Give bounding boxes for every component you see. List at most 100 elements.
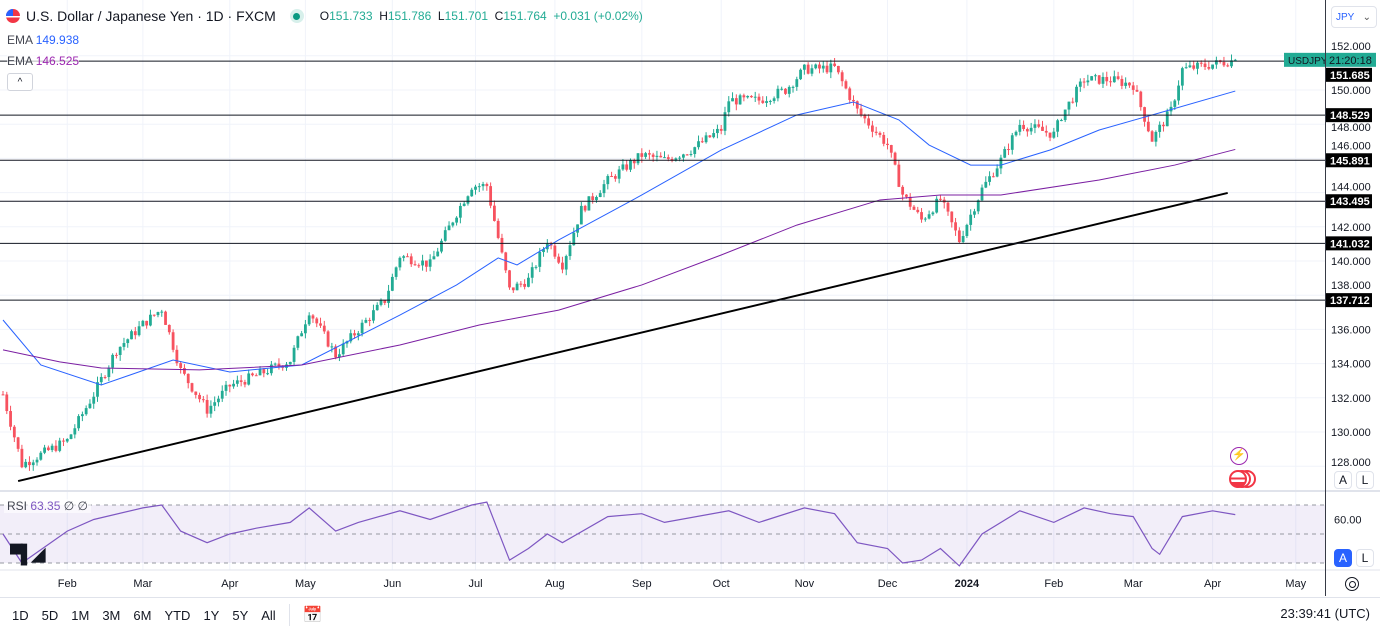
price-tick-label: 138.000 — [1331, 280, 1371, 292]
candle-body — [92, 396, 96, 404]
currency-selector[interactable]: JPY ⌄ — [1331, 6, 1377, 28]
candle-body — [326, 331, 330, 347]
level-price-label: 141.032 — [1330, 238, 1370, 250]
candle-body — [28, 461, 31, 466]
candle-body — [31, 462, 35, 466]
price-tick-label: 144.000 — [1331, 182, 1371, 194]
time-tick-label: Feb — [58, 578, 77, 590]
candle-body — [534, 266, 538, 268]
candle-body — [198, 394, 201, 400]
candle-body — [96, 382, 99, 397]
candle-body — [364, 319, 368, 323]
candle-body — [734, 98, 738, 105]
rsi-line — [2, 501, 1236, 567]
range-ytd[interactable]: YTD — [164, 607, 191, 623]
price-axis-border — [1325, 0, 1326, 596]
candle-body — [587, 196, 591, 211]
collapse-legend-button[interactable]: ^ — [7, 73, 33, 91]
symbol-title[interactable]: U.S. Dollar / Japanese Yen · 1D · FXCM — [26, 8, 276, 24]
range-all[interactable]: All — [261, 607, 276, 623]
ema-fast-legend[interactable]: EMA 149.938 — [7, 33, 80, 47]
candle-body — [568, 245, 572, 257]
candle-body — [1154, 131, 1158, 142]
level-price-tag — [1326, 153, 1372, 168]
candle-body — [772, 98, 776, 101]
rsi-log-scale-button[interactable]: L — [1356, 549, 1374, 567]
rsi-legend[interactable]: RSI 63.35 ∅ ∅ — [4, 499, 91, 513]
candle-body — [931, 212, 935, 215]
auto-scale-button[interactable]: A — [1334, 471, 1352, 489]
candle-body — [1116, 76, 1120, 79]
candle-body — [1207, 67, 1211, 69]
candle-body — [712, 133, 716, 138]
candle-body — [205, 399, 209, 414]
candle-body — [886, 143, 889, 146]
candle-body — [186, 373, 190, 384]
go-to-date-icon[interactable]: 📅 — [302, 607, 323, 624]
candle-body — [829, 63, 833, 73]
candle-body — [821, 65, 825, 69]
candle-body — [307, 315, 311, 325]
us-economic-event-icon[interactable] — [1229, 470, 1247, 488]
candle-body — [950, 211, 954, 223]
candle-body — [697, 141, 700, 148]
chart-canvas[interactable]: 60.00 USDJPY 21:20:18 151.685 148.529 145.891… — [0, 0, 1380, 597]
candle-body — [973, 211, 976, 215]
candle-body — [390, 276, 394, 291]
candle-body — [167, 324, 171, 333]
candle-body — [1097, 75, 1101, 84]
time-tick-label: Jun — [383, 578, 401, 590]
candle-body — [220, 390, 224, 399]
candle-body — [269, 364, 273, 374]
time-tick-label: Sep — [632, 578, 652, 590]
range-1d[interactable]: 1D — [12, 607, 29, 623]
rsi-auto-scale-button[interactable]: A — [1334, 549, 1352, 567]
level-price-label: 148.529 — [1330, 110, 1370, 122]
low-value: 151.701 — [444, 9, 488, 23]
tradingview-logo[interactable]: ▀▌◢ — [10, 544, 45, 564]
candle-body — [156, 312, 160, 316]
candle-body — [700, 141, 704, 143]
candle-body — [1101, 76, 1105, 84]
log-scale-button[interactable]: L — [1356, 471, 1374, 489]
candle-body — [149, 314, 152, 326]
range-5y[interactable]: 5Y — [232, 607, 249, 623]
candle-body — [447, 225, 451, 231]
candle-body — [527, 277, 530, 287]
range-5d[interactable]: 5D — [41, 607, 59, 623]
candle-body — [35, 459, 39, 463]
candle-body — [504, 252, 508, 271]
candle-body — [1090, 76, 1094, 81]
candle-body — [80, 414, 84, 417]
candle-body — [519, 283, 523, 285]
candle-body — [561, 262, 564, 270]
candle-body — [368, 319, 372, 321]
candle-body — [470, 189, 474, 197]
candle-body — [432, 256, 436, 260]
range-3m[interactable]: 3M — [102, 607, 121, 623]
countdown-label: 21:20:18 — [1329, 55, 1372, 67]
candle-body — [330, 346, 334, 348]
ema-slow-legend[interactable]: EMA 146.525 — [7, 54, 80, 68]
candle-body — [738, 95, 742, 105]
clock[interactable]: 23:39:41 (UTC) — [1280, 606, 1370, 621]
candle-body — [682, 154, 685, 158]
range-6m[interactable]: 6M — [133, 607, 152, 623]
candle-body — [810, 68, 814, 74]
lightning-event-icon[interactable]: ⚡ — [1230, 447, 1248, 465]
settings-icon[interactable] — [1345, 577, 1359, 591]
candle-body — [765, 101, 768, 103]
rsi-value: 63.35 — [30, 499, 61, 513]
candle-body — [152, 314, 156, 316]
candle-body — [58, 440, 62, 451]
candle-body — [1196, 62, 1199, 69]
candle-body — [629, 160, 632, 170]
candle-body — [787, 86, 791, 94]
candle-body — [1173, 100, 1177, 107]
range-1y[interactable]: 1Y — [203, 607, 220, 623]
candle-body — [613, 176, 617, 179]
candle-body — [708, 135, 712, 138]
range-1m[interactable]: 1M — [71, 607, 90, 623]
candle-body — [1056, 120, 1060, 132]
time-tick-label: Feb — [1044, 578, 1063, 590]
